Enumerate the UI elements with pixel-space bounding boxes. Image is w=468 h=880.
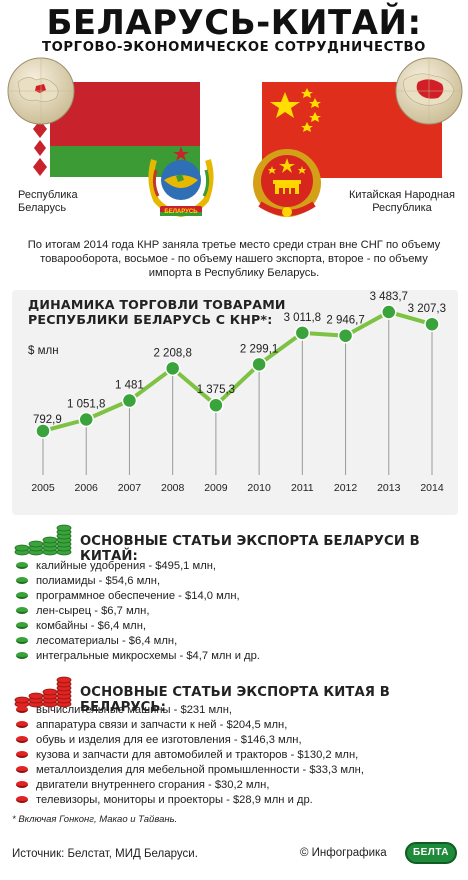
coin-stack-green-icon xyxy=(14,524,72,556)
list-item: программное обеспечение - $14,0 млн, xyxy=(16,588,456,603)
data-label: 2 208,8 xyxy=(153,347,191,359)
trade-line-chart: 792,9 1 051,8 1 481 2 208,8 1 375,3 2 299,1 3 … xyxy=(31,291,446,494)
svg-text:БЕЛАРУСЬ: БЕЛАРУСЬ xyxy=(164,209,198,215)
list-item: вычислительные машины - $231 млн, xyxy=(16,702,462,717)
list-item: аппаратура связи и запчасти к ней - $204… xyxy=(16,717,462,732)
chart-ylabel: $ млн xyxy=(28,345,59,357)
data-point xyxy=(121,392,138,409)
data-point xyxy=(424,316,440,332)
x-tick-label: 2014 xyxy=(420,482,444,494)
list-item: комбайны - $6,4 млн, xyxy=(16,618,456,633)
chart-panel xyxy=(12,290,458,515)
x-tick-label: 2009 xyxy=(204,482,228,494)
list-item: двигатели внутреннего сгорания - $30,2 м… xyxy=(16,777,462,792)
red-coin-icon xyxy=(16,796,28,803)
export-china-list: вычислительные машины - $231 млн, аппара… xyxy=(16,702,462,807)
country-label-belarus: Республика Беларусь xyxy=(18,189,78,214)
red-coin-icon xyxy=(16,751,28,758)
data-label: 2 299,1 xyxy=(240,343,278,355)
red-coin-icon xyxy=(16,766,28,773)
list-item: калийные удобрения - $495,1 млн, xyxy=(16,558,456,573)
list-item: интегральные микросхемы - $4,7 млн и др. xyxy=(16,648,456,663)
green-coin-icon xyxy=(16,652,28,659)
export-belarus-list: калийные удобрения - $495,1 млн, полиами… xyxy=(16,558,456,663)
data-point xyxy=(251,356,267,373)
red-coin-icon xyxy=(16,706,28,713)
credit-text: © Инфографика xyxy=(300,847,387,859)
red-coin-icon xyxy=(16,736,28,743)
data-point xyxy=(78,411,94,428)
data-point xyxy=(381,304,397,320)
data-point xyxy=(164,360,181,377)
data-point xyxy=(208,397,224,413)
source-text: Источник: Белстат, МИД Беларуси. xyxy=(12,848,198,860)
belta-logo[interactable]: БЕЛТА xyxy=(405,842,457,864)
export-china-title: ОСНОВНЫЕ СТАТЬИ ЭКСПОРТА КИТАЯ В БЕЛАРУС… xyxy=(80,685,390,715)
green-coin-icon xyxy=(16,562,28,569)
red-coin-icon xyxy=(16,781,28,788)
data-label: 3 483,7 xyxy=(370,291,408,303)
green-coin-icon xyxy=(16,607,28,614)
data-label: 1 481 xyxy=(115,380,144,392)
coin-stack-red-icon xyxy=(14,676,72,708)
data-label: 3 011,8 xyxy=(284,312,322,324)
list-item: обувь и изделия для ее изготовления - $1… xyxy=(16,732,462,747)
green-coin-icon xyxy=(16,637,28,644)
intro-text: По итогам 2014 года КНР заняла третье ме… xyxy=(27,239,441,280)
list-item: лен-сырец - $6,7 млн, xyxy=(16,603,456,618)
red-coin-icon xyxy=(16,721,28,728)
x-tick-label: 2013 xyxy=(377,482,401,494)
list-item: полиамиды - $54,6 млн, xyxy=(16,573,456,588)
data-label: 1 375,3 xyxy=(197,384,235,396)
main-title: БЕЛАРУСЬ-КИТАЙ: xyxy=(46,3,422,43)
green-coin-icon xyxy=(16,592,28,599)
country-label-china: Китайская Народная Республика xyxy=(348,189,456,214)
belarus-flag xyxy=(30,82,200,177)
export-belarus-title: ОСНОВНЫЕ СТАТЬИ ЭКСПОРТА БЕЛАРУСИ В КИТА… xyxy=(80,534,420,564)
x-tick-label: 2012 xyxy=(334,482,358,494)
x-tick-label: 2005 xyxy=(31,482,55,494)
x-tick-label: 2010 xyxy=(247,482,271,494)
belarus-emblem-icon: БЕЛАРУСЬ xyxy=(148,146,214,218)
list-item: телевизоры, мониторы и проекторы - $28,9… xyxy=(16,792,462,807)
series-line xyxy=(42,309,433,433)
data-label: 3 207,3 xyxy=(408,303,446,315)
x-tick-label: 2007 xyxy=(118,482,142,494)
data-label: 1 051,8 xyxy=(67,398,105,410)
list-item: лесоматериалы - $6,4 млн, xyxy=(16,633,456,648)
x-tick-label: 2006 xyxy=(75,482,99,494)
globe-china-icon xyxy=(395,57,463,125)
list-item: металлоизделия для мебельной промышленно… xyxy=(16,762,462,777)
data-point xyxy=(337,327,354,344)
green-coin-icon xyxy=(16,622,28,629)
data-label: 2 946,7 xyxy=(326,315,364,327)
x-tick-label: 2008 xyxy=(161,482,185,494)
globe-belarus-icon xyxy=(7,57,75,125)
data-point xyxy=(294,325,311,341)
chart-title: ДИНАМИКА ТОРГОВЛИ ТОВАРАМИ РЕСПУБЛИКИ БЕ… xyxy=(28,297,286,327)
data-label: 792,9 xyxy=(33,414,62,426)
china-emblem-icon xyxy=(253,149,321,217)
list-item: кузова и запчасти для автомобилей и трак… xyxy=(16,747,462,762)
footnote: * Включая Гонконг, Макао и Тайвань. xyxy=(12,814,178,825)
data-point xyxy=(35,423,51,439)
x-tick-label: 2011 xyxy=(291,482,314,494)
green-coin-icon xyxy=(16,577,28,584)
subtitle: ТОРГОВО-ЭКОНОМИЧЕСКОЕ СОТРУДНИЧЕСТВО xyxy=(42,40,426,55)
